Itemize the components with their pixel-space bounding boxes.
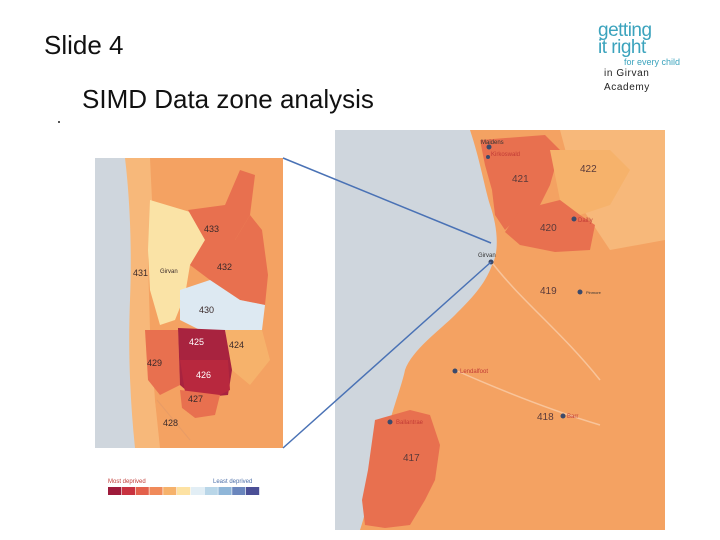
getting-it-right-logo: getting it right for every child — [598, 20, 703, 67]
zone-422 — [550, 150, 630, 215]
legend-swatch — [218, 487, 232, 495]
zone-label-429: 429 — [147, 358, 162, 368]
logo-line-1: getting — [598, 20, 652, 41]
town-road — [156, 399, 191, 441]
zone-label-422: 422 — [580, 164, 597, 175]
legend-swatch — [204, 487, 218, 495]
place-dot-ballantrae — [387, 419, 393, 425]
zone-label-428: 428 — [163, 418, 178, 428]
zone-label-430: 430 — [199, 305, 214, 315]
zone-427 — [180, 390, 220, 418]
zone-426 — [180, 360, 230, 395]
zone-label-419: 419 — [540, 286, 557, 297]
zone-label-432: 432 — [217, 262, 232, 272]
zone-label-418: 418 — [537, 412, 554, 423]
zone-label-424: 424 — [229, 340, 244, 350]
legend-swatch — [121, 487, 135, 495]
legend-most-deprived: Most deprived — [108, 479, 146, 485]
zone-421 — [480, 135, 560, 230]
zone-label-433: 433 — [204, 224, 219, 234]
legend-least-deprived: Least deprived — [213, 479, 252, 485]
legend-swatch — [232, 487, 246, 495]
zone-432 — [190, 215, 268, 305]
legend-swatch — [163, 487, 177, 495]
place-barr: Barr — [567, 414, 578, 420]
zone-label-421: 421 — [512, 174, 529, 185]
place-dailly: Dailly — [578, 218, 593, 224]
place-dot-barr — [560, 413, 566, 419]
zone-429 — [145, 330, 180, 395]
place-dot-dailly — [571, 216, 577, 222]
place-lendalfoot: Lendalfoot — [460, 369, 488, 375]
legend-swatch — [108, 487, 122, 495]
place-dot-pinmore — [577, 289, 583, 295]
place-girvan: Girvan — [478, 253, 496, 259]
logo-caption: in Girvan Academy — [604, 67, 650, 95]
zone-label-417: 417 — [403, 453, 420, 464]
slide-title: SIMD Data zone analysis — [82, 84, 374, 114]
zone-433 — [188, 170, 255, 240]
zoom-line-bottom — [282, 261, 492, 449]
bullet-dot — [58, 121, 60, 123]
logo-line-3: for every child — [624, 57, 681, 67]
caption-line-1: in Girvan — [604, 68, 650, 79]
zone-424 — [225, 330, 270, 385]
area-map: Maidens Kirkoswald Dailly Girvan Pinmore… — [335, 130, 665, 530]
town-map: 433 432 431 430 425 424 429 426 427 428 … — [95, 158, 283, 530]
area-road-1 — [489, 259, 601, 381]
legend-swatch — [149, 487, 163, 495]
legend-swatch — [135, 487, 149, 495]
zone-label-426: 426 — [196, 370, 211, 380]
legend-swatch — [246, 487, 260, 495]
place-dot-maidens — [486, 144, 492, 150]
zoom-line-top — [282, 157, 492, 244]
place-kirkoswald: Kirkoswald — [491, 152, 520, 158]
legend-swatch — [190, 487, 204, 495]
zone-label-427: 427 — [188, 394, 203, 404]
town-label-girvan: Girvan — [160, 269, 178, 275]
legend-swatches — [108, 487, 260, 495]
zone-label-425: 425 — [189, 337, 204, 347]
place-dot-kirkoswald — [486, 155, 490, 159]
place-ballantrae: Ballantrae — [396, 420, 424, 426]
zone-label-420: 420 — [540, 223, 557, 234]
logo-line-2: it right — [598, 37, 646, 58]
place-maidens: Maidens — [481, 140, 504, 146]
zone-431 — [148, 200, 205, 325]
caption-line-2: Academy — [604, 82, 650, 93]
zone-417 — [362, 410, 440, 528]
place-pinmore: Pinmore — [586, 290, 602, 295]
zone-420 — [505, 200, 595, 252]
area-road-2 — [454, 369, 601, 426]
zone-label-431: 431 — [133, 268, 148, 278]
slide-number: Slide 4 — [44, 30, 124, 60]
legend-swatch — [177, 487, 191, 495]
place-dot-lendalfoot — [452, 368, 458, 374]
zone-430 — [180, 280, 265, 335]
